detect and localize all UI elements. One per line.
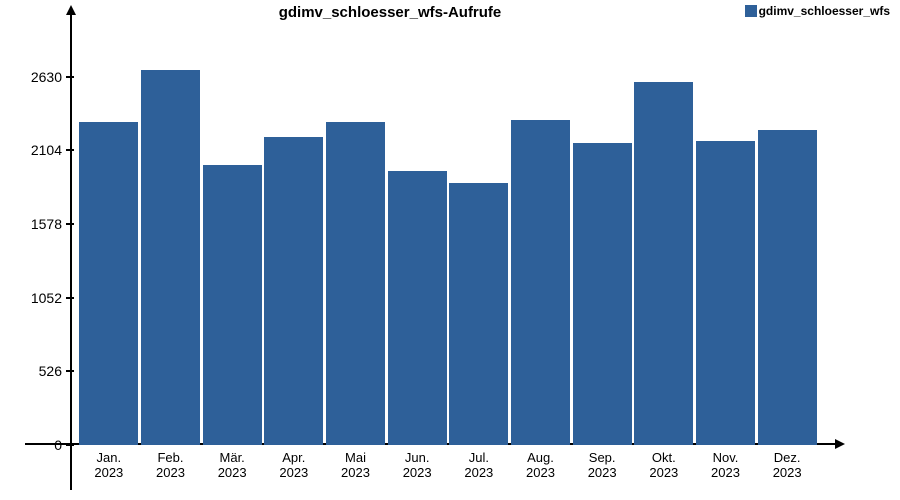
x-tick-label: Jul. 2023: [464, 451, 493, 481]
bar: [141, 70, 200, 445]
bar: [388, 171, 447, 445]
x-axis-arrow: [835, 439, 845, 449]
x-tick-label: Jan. 2023: [94, 451, 123, 481]
y-tick-label: 2104: [31, 142, 62, 158]
y-tick-label: 0: [54, 437, 62, 453]
legend-swatch: [745, 5, 757, 17]
x-tick-label: Mär. 2023: [218, 451, 247, 481]
y-tick-mark: [66, 297, 74, 299]
bar: [634, 82, 693, 445]
bar: [449, 183, 508, 445]
x-tick-label: Nov. 2023: [711, 451, 740, 481]
chart-container: gdimv_schloesser_wfs-Aufrufe gdimv_schlo…: [0, 0, 900, 500]
y-tick-mark: [66, 76, 74, 78]
y-tick-label: 1052: [31, 290, 62, 306]
bar: [326, 122, 385, 445]
bar: [758, 130, 817, 445]
y-tick-mark: [66, 370, 74, 372]
bar: [511, 120, 570, 445]
x-tick-label: Jun. 2023: [403, 451, 432, 481]
legend-label: gdimv_schloesser_wfs: [759, 4, 890, 18]
x-tick-label: Apr. 2023: [279, 451, 308, 481]
y-tick-label: 1578: [31, 216, 62, 232]
y-axis: [70, 10, 72, 490]
x-tick-label: Sep. 2023: [588, 451, 617, 481]
bar: [573, 143, 632, 445]
y-tick-label: 2630: [31, 69, 62, 85]
x-tick-label: Aug. 2023: [526, 451, 555, 481]
y-tick-mark: [66, 149, 74, 151]
bar: [79, 122, 138, 445]
bar: [696, 141, 755, 445]
x-tick-label: Dez. 2023: [773, 451, 802, 481]
chart-title: gdimv_schloesser_wfs-Aufrufe: [0, 4, 780, 21]
x-tick-label: Okt. 2023: [649, 451, 678, 481]
y-tick-mark: [66, 223, 74, 225]
x-tick-label: Feb. 2023: [156, 451, 185, 481]
x-tick-label: Mai 2023: [341, 451, 370, 481]
legend: gdimv_schloesser_wfs: [745, 4, 890, 18]
y-tick-mark: [66, 444, 74, 446]
y-tick-label: 526: [39, 363, 62, 379]
plot-area: 05261052157821042630Jan. 2023Feb. 2023Mä…: [70, 25, 810, 445]
y-axis-arrow: [66, 5, 76, 15]
bar: [203, 165, 262, 445]
bar: [264, 137, 323, 445]
